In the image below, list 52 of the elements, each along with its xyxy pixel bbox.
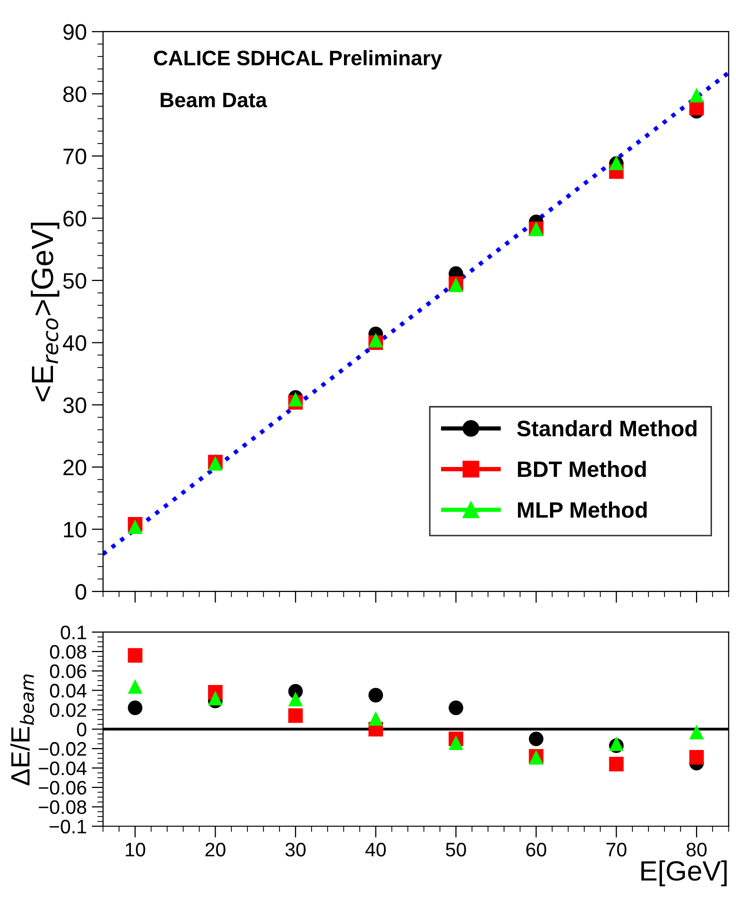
legend-label: MLP Method — [518, 502, 647, 518]
y-tick-label: 80 — [63, 86, 86, 102]
y-tick-label: 10 — [64, 522, 86, 538]
y-tick-label: 90 — [63, 24, 86, 40]
y-tick-label: 70 — [63, 148, 86, 164]
point — [208, 690, 223, 706]
y-tick-label: −0.02 — [38, 742, 86, 756]
y-axis-title: ΔE/E$_{beam}$ — [10, 674, 34, 786]
x-tick-label: 50 — [446, 842, 466, 856]
y-tick-label: 20 — [63, 460, 86, 476]
x-tick-label: 80 — [686, 842, 707, 856]
point — [689, 88, 704, 102]
y-tick-label: 0.1 — [60, 626, 86, 640]
y-tick-label: 0.06 — [50, 664, 86, 678]
y-tick-label: 0 — [77, 722, 86, 736]
y-tick-label: 0.08 — [50, 644, 86, 659]
point — [128, 648, 142, 663]
y-tick-label: −0.06 — [38, 780, 86, 795]
x-tick-label: 40 — [365, 842, 386, 856]
legend-label: Standard Method — [517, 420, 696, 436]
point — [528, 732, 544, 746]
point — [288, 692, 303, 706]
x-tick-label: 60 — [526, 842, 546, 856]
point — [689, 750, 704, 765]
x-tick-label: 30 — [285, 842, 306, 856]
point — [448, 735, 464, 750]
y-tick-label: 60 — [63, 210, 86, 226]
y-tick-label: 30 — [63, 397, 86, 414]
point — [128, 700, 142, 716]
y-tick-label: −0.04 — [38, 761, 86, 776]
x-tick-label: 20 — [205, 842, 226, 856]
y-tick-label: 0 — [76, 584, 86, 600]
annotation: Beam Data — [160, 92, 268, 108]
y-axis-title: <E$_{reco}$>[GeV] — [30, 222, 60, 402]
y-tick-label: −0.1 — [50, 820, 86, 834]
point — [689, 724, 704, 740]
y-tick-label: 0.02 — [50, 703, 86, 717]
y-tick-label: 40 — [62, 335, 86, 351]
point — [448, 700, 464, 716]
point — [288, 708, 303, 723]
annotation: CALICE SDHCAL Preliminary — [154, 50, 442, 70]
y-tick-label: 50 — [63, 272, 86, 289]
point — [609, 756, 624, 772]
x-tick-label: 10 — [126, 842, 146, 856]
y-tick-label: 0.04 — [50, 684, 86, 698]
legend-label: BDT Method — [518, 460, 646, 478]
x-axis-title: E[GeV] — [641, 860, 727, 886]
point — [128, 679, 142, 694]
point — [368, 711, 384, 726]
point — [368, 688, 384, 702]
y-tick-label: −0.08 — [38, 800, 86, 814]
x-tick-label: 70 — [606, 842, 626, 856]
